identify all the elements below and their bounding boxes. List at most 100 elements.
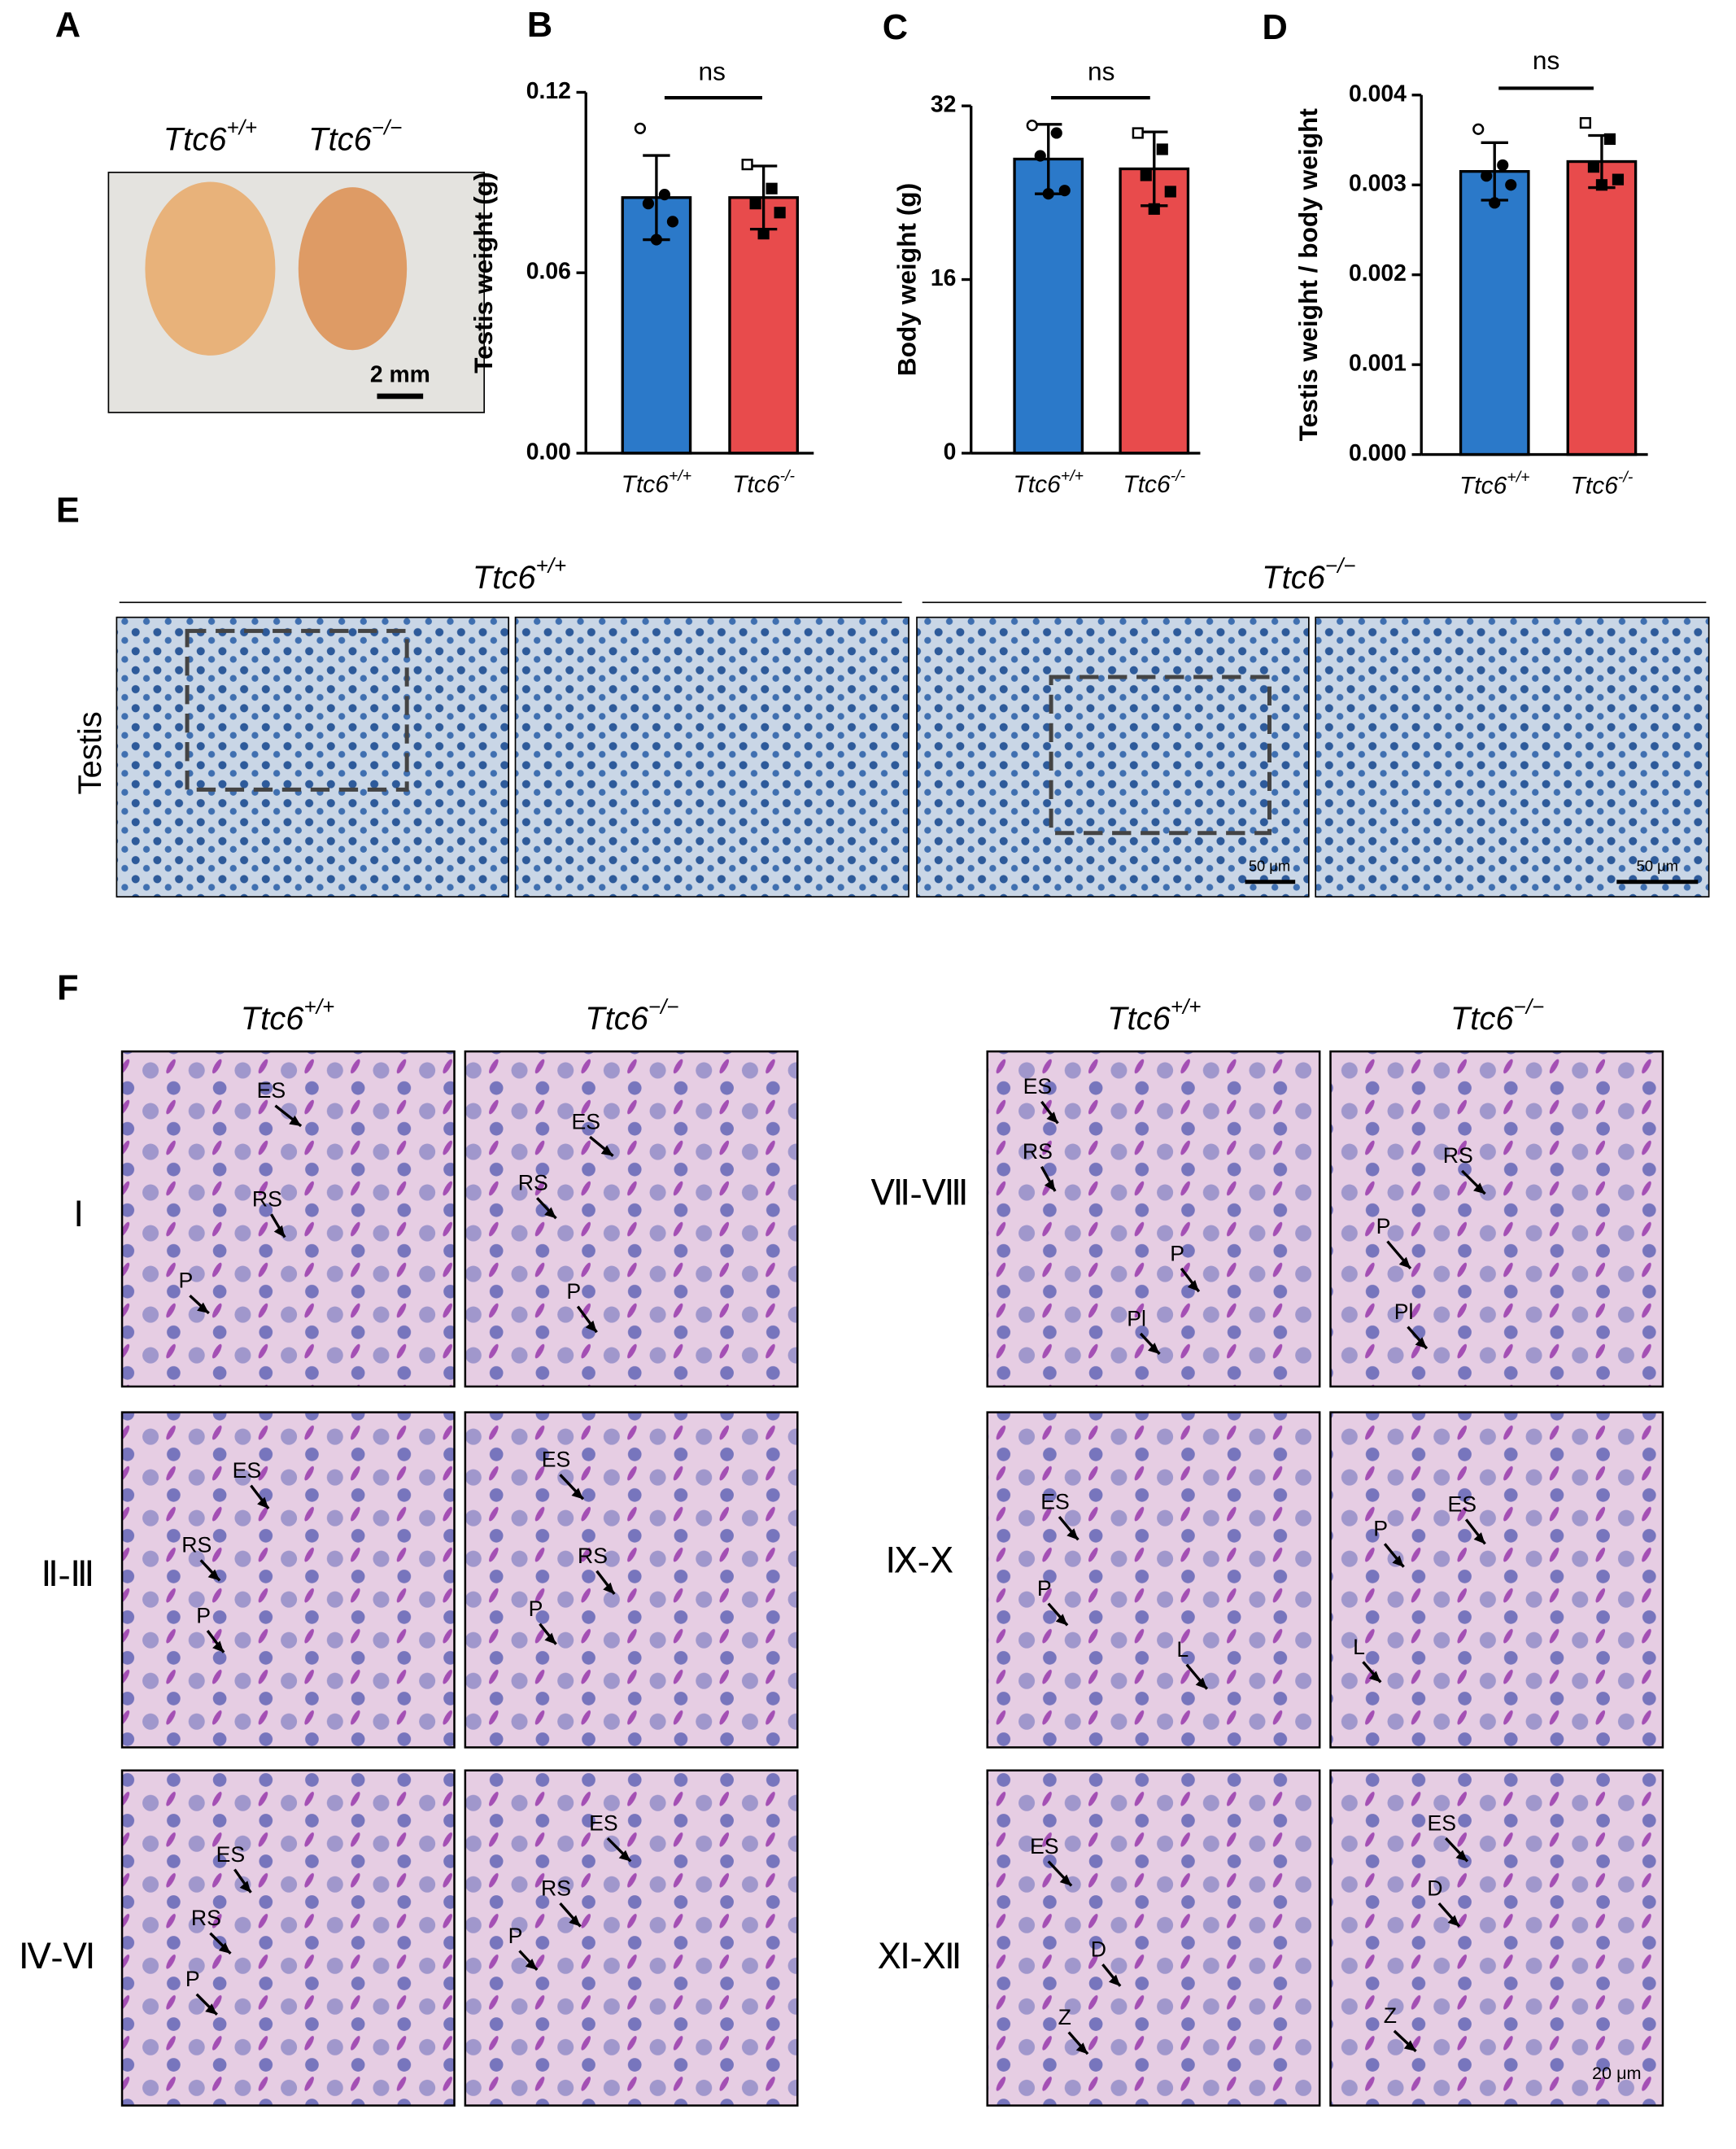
column-header: Ttc6−/− xyxy=(585,994,678,1037)
text-part: Ttc6 xyxy=(585,1000,649,1036)
x-tick-label: Ttc6-/- xyxy=(1123,467,1185,498)
arrow-head xyxy=(1075,2042,1088,2055)
arrow-head xyxy=(544,1207,556,1219)
micrograph xyxy=(464,1769,799,2107)
y-tick-label: 0.06 xyxy=(526,259,571,285)
stage-label: Ⅶ-Ⅷ xyxy=(870,1174,968,1213)
arrow-head xyxy=(1455,1850,1468,1862)
layout xyxy=(107,171,1710,2099)
panel-label: D xyxy=(1263,8,1288,47)
text-part: Ttc6 xyxy=(1459,473,1507,500)
arrow-head xyxy=(239,1880,251,1893)
arrow-head xyxy=(1044,1179,1056,1191)
text-part: −/− xyxy=(648,994,679,1019)
data-point xyxy=(1140,169,1152,181)
cell-label: ES xyxy=(1447,1492,1476,1517)
arrow-head xyxy=(1403,2040,1416,2051)
y-tick-label: 16 xyxy=(931,265,957,291)
micrograph xyxy=(120,1050,456,1388)
arrow-head xyxy=(585,1320,597,1333)
arrow-head xyxy=(1195,1677,1207,1689)
cell-label: ES xyxy=(1040,1489,1070,1513)
arrow-head xyxy=(1415,1337,1427,1349)
testis-wt xyxy=(145,181,276,356)
text-part: Ttc6 xyxy=(1450,1000,1515,1036)
data-point xyxy=(1497,159,1509,172)
y-tick-label: 32 xyxy=(931,92,957,118)
arrow-head xyxy=(525,1959,538,1970)
arrow-head xyxy=(289,1115,302,1126)
data-point xyxy=(1132,127,1144,139)
micrograph xyxy=(514,616,909,898)
significance-label: ns xyxy=(1088,56,1114,85)
micrograph xyxy=(986,1769,1321,2107)
text-part: +/+ xyxy=(227,115,258,139)
micrograph xyxy=(986,1050,1321,1388)
column-header: Ttc6−/− xyxy=(1450,994,1544,1037)
arrow-head xyxy=(257,1496,269,1509)
data-point xyxy=(765,182,778,194)
data-point xyxy=(650,234,663,246)
cell-label: RS xyxy=(191,1906,221,1930)
data-point xyxy=(1034,150,1046,162)
data-point xyxy=(666,216,679,228)
zoom-box xyxy=(185,628,409,792)
y-axis-label: Body weight (g) xyxy=(892,183,921,376)
arrow-head xyxy=(1148,1343,1160,1354)
cell-label: P xyxy=(196,1603,211,1627)
bar xyxy=(1013,157,1084,455)
cell-label: P xyxy=(508,1924,523,1948)
text-part: Ttc6 xyxy=(1571,473,1619,500)
bar xyxy=(1459,170,1530,456)
text-part: +/+ xyxy=(1061,467,1084,485)
arrow-head xyxy=(1187,1279,1199,1292)
cell-label: Z xyxy=(1384,2003,1397,2028)
x-tick-label: Ttc6+/+ xyxy=(1459,469,1530,500)
data-point xyxy=(634,122,646,134)
cell-label: D xyxy=(1091,1937,1106,1962)
arrow-head xyxy=(197,1302,209,1313)
cell-label: RS xyxy=(541,1876,571,1901)
data-point xyxy=(749,198,761,210)
cell-label: P xyxy=(1037,1576,1052,1601)
cell-label: RS xyxy=(1443,1143,1473,1168)
cell-label: RS xyxy=(252,1187,282,1212)
text-part: +/+ xyxy=(1507,469,1529,487)
data-point xyxy=(1156,143,1168,155)
stage-label: Ⅸ-Ⅹ xyxy=(885,1541,953,1580)
text-part: −/− xyxy=(1514,994,1545,1019)
arrow-head xyxy=(1473,1532,1485,1544)
data-point xyxy=(1481,170,1493,182)
scale-label: 50 μm xyxy=(1249,857,1290,874)
scale-label: 2 mm xyxy=(370,361,430,387)
cell-label: L xyxy=(1176,1637,1189,1662)
arrow-head xyxy=(544,1632,556,1645)
cell-label: ES xyxy=(233,1458,262,1483)
text-part: Ttc6 xyxy=(732,471,780,498)
data-point xyxy=(642,198,655,210)
cell-label: P xyxy=(1170,1241,1184,1265)
text-part: -/- xyxy=(780,467,796,485)
micrograph xyxy=(120,1411,456,1749)
scale-label: 50 μm xyxy=(1637,857,1678,874)
arrow-head xyxy=(1447,1915,1459,1927)
cell-label: P xyxy=(185,1967,200,1991)
cell-label: D xyxy=(1427,1876,1442,1901)
cell-label: Z xyxy=(1058,2005,1071,2029)
micrograph xyxy=(1329,1050,1664,1388)
panel-label: B xyxy=(527,6,552,45)
y-tick-label: 0.001 xyxy=(1349,351,1407,377)
micrograph xyxy=(464,1411,799,1749)
text-part: Ttc6 xyxy=(164,121,228,157)
cell-label: RS xyxy=(578,1544,608,1568)
data-point xyxy=(1603,133,1616,145)
y-tick-label: 0 xyxy=(944,439,957,465)
y-tick-label: 0.000 xyxy=(1349,440,1407,466)
group-header: Ttc6+/+ xyxy=(473,553,566,596)
cell-label: P xyxy=(529,1596,543,1621)
cell-label: Pl xyxy=(1127,1306,1146,1330)
x-tick-label: Ttc6-/- xyxy=(1571,469,1633,500)
data-point xyxy=(1595,179,1608,191)
